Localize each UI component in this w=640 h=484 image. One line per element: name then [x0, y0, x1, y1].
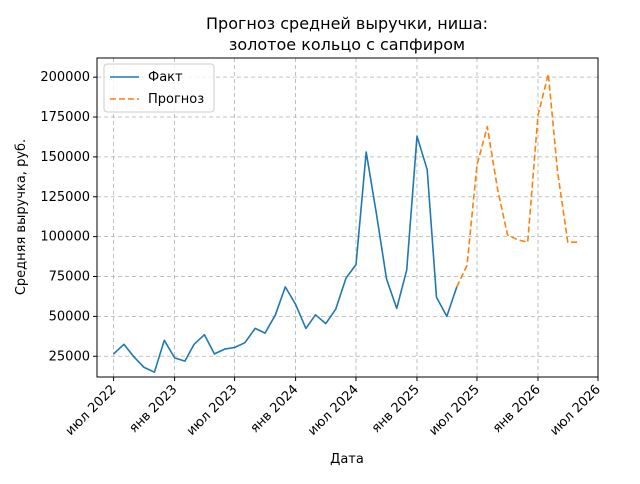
y-axis-ticks: 25000 50000 75000 100000 125000 150000 175000 2…: [40, 70, 97, 364]
y-tick-label: 50000: [49, 309, 90, 324]
plot-frame: [96, 57, 599, 378]
y-tick-label: 25000: [49, 349, 90, 364]
y-axis-label: Средняя выручка, руб.: [14, 139, 29, 295]
legend-box: [103, 63, 215, 113]
y-tick-label: 175000: [40, 110, 90, 125]
legend-label-forecast: Прогноз: [148, 92, 204, 107]
x-axis-label: Дата: [330, 452, 364, 467]
y-tick-label: 100000: [40, 230, 90, 245]
series-line-fact: [113, 135, 458, 374]
y-tick-label: 200000: [40, 70, 90, 85]
chart-title-line1: Прогноз средней выручки, ниша:: [206, 14, 488, 33]
y-tick-label: 125000: [40, 190, 90, 205]
legend-label-fact: Факт: [148, 70, 183, 85]
y-tick-label: 75000: [49, 270, 90, 285]
y-tick-label: 150000: [40, 150, 90, 165]
legend: Факт Прогноз: [103, 63, 215, 113]
chart-title-line2: золотое кольцо с сапфиром: [229, 35, 465, 54]
series-lines: [113, 73, 578, 374]
